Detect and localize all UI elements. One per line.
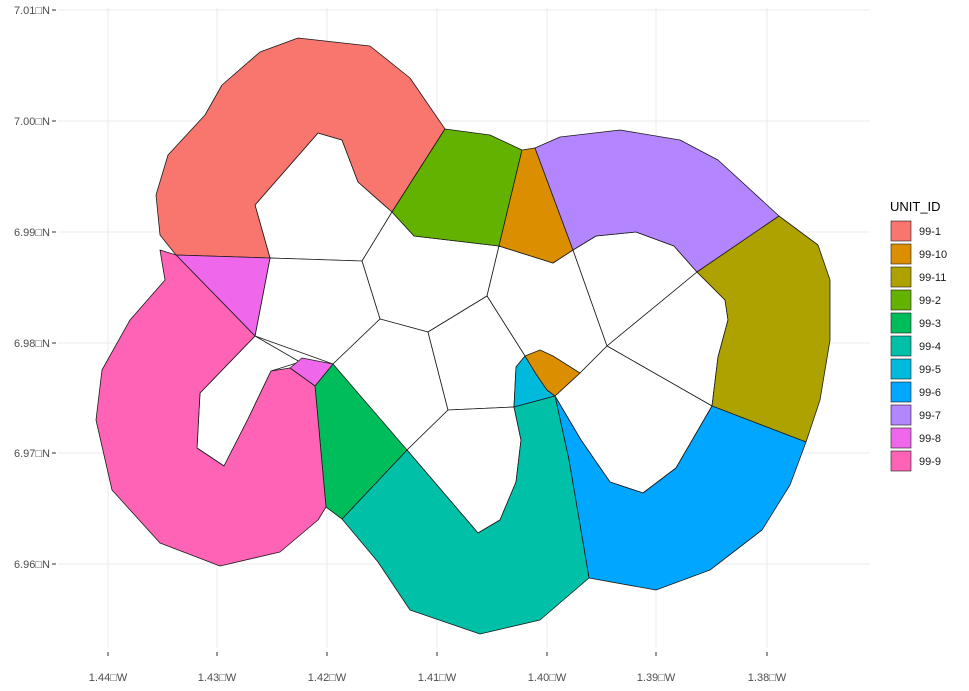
y-axis: 7.01□N 7.00□N 6.99□N 6.98□N 6.97□N 6.96□… — [14, 5, 56, 571]
legend-item: 99-10 — [890, 243, 947, 265]
interior-cells — [196, 132, 729, 534]
legend-swatch — [890, 427, 912, 449]
legend-item: 99-3 — [890, 312, 941, 334]
legend-item: 99-2 — [890, 289, 941, 311]
legend-label: 99-9 — [919, 456, 941, 468]
legend-item: 99-4 — [890, 335, 941, 357]
legend-item: 99-6 — [890, 381, 941, 403]
x-tick-label: 1.44□W — [89, 672, 128, 684]
legend-swatch — [890, 381, 912, 403]
unit-99-4[interactable] — [341, 395, 590, 635]
unit-99-10-south[interactable] — [524, 349, 581, 397]
x-tick-label: 1.39□W — [637, 672, 676, 684]
legend-swatch — [890, 358, 912, 380]
legend-swatch — [890, 243, 912, 265]
unit-99-9[interactable] — [95, 249, 327, 567]
x-tick-label: 1.41□W — [418, 672, 457, 684]
legend-title: UNIT_ID — [890, 199, 941, 214]
x-tick-label: 1.43□W — [198, 672, 237, 684]
y-tick-label: 7.01□N — [14, 5, 50, 17]
legend-swatch — [890, 404, 912, 426]
legend-label: 99-4 — [919, 341, 941, 353]
legend-label: 99-1 — [919, 226, 941, 238]
legend-swatch — [890, 220, 912, 242]
y-tick-label: 7.00□N — [14, 116, 50, 128]
x-axis: 1.44□W 1.43□W 1.42□W 1.41□W 1.40□W 1.39□… — [89, 652, 787, 684]
legend-label: 99-8 — [919, 433, 941, 445]
legend-label: 99-10 — [919, 249, 947, 261]
legend-item: 99-9 — [890, 450, 941, 472]
legend-label: 99-6 — [919, 387, 941, 399]
legend-swatch — [890, 335, 912, 357]
unit-99-1[interactable] — [155, 37, 446, 259]
legend-items: 99-1 99-10 99-11 99-2 99-3 99-4 99-5 99-6 99-7 99… — [890, 220, 947, 472]
legend-swatch — [890, 312, 912, 334]
y-tick-label: 6.99□N — [14, 227, 50, 239]
legend-item: 99-1 — [890, 220, 941, 242]
y-tick-label: 6.97□N — [14, 448, 50, 460]
x-tick-label: 1.40□W — [528, 672, 567, 684]
legend-label: 99-11 — [919, 272, 946, 284]
legend-label: 99-7 — [919, 410, 941, 422]
legend-swatch — [890, 289, 912, 311]
x-tick-label: 1.38□W — [748, 672, 787, 684]
legend-swatch — [890, 450, 912, 472]
legend-item: 99-11 — [890, 266, 946, 288]
y-tick-label: 6.98□N — [14, 338, 50, 350]
legend-item: 99-7 — [890, 404, 941, 426]
legend: UNIT_ID 99-199-1099-1199-299-399-499-599… — [890, 199, 947, 472]
legend-label: 99-3 — [919, 318, 941, 330]
legend-label: 99-5 — [919, 364, 941, 376]
legend-item: 99-8 — [890, 427, 941, 449]
legend-label: 99-2 — [919, 295, 941, 307]
legend-swatch — [890, 266, 912, 288]
units — [95, 37, 831, 635]
legend-item: 99-5 — [890, 358, 941, 380]
x-tick-label: 1.42□W — [308, 672, 347, 684]
unit-99-10[interactable] — [498, 147, 574, 264]
y-tick-label: 6.96□N — [14, 559, 50, 571]
